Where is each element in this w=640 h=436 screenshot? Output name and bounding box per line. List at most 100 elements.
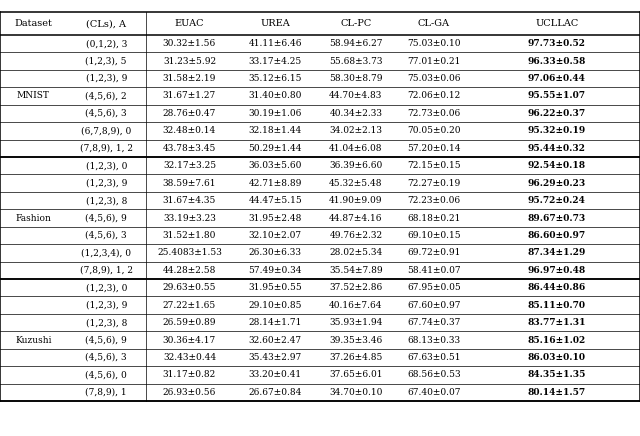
Text: 44.70±4.83: 44.70±4.83 bbox=[329, 92, 383, 100]
Text: (7,8,9), 1, 2: (7,8,9), 1, 2 bbox=[80, 266, 132, 275]
Text: 96.33±0.58: 96.33±0.58 bbox=[527, 57, 586, 65]
Text: Dataset: Dataset bbox=[14, 19, 52, 28]
Text: 39.35±3.46: 39.35±3.46 bbox=[329, 336, 383, 344]
Text: 70.05±0.20: 70.05±0.20 bbox=[407, 126, 461, 135]
Text: 96.97±0.48: 96.97±0.48 bbox=[527, 266, 586, 275]
Text: 49.76±2.32: 49.76±2.32 bbox=[329, 231, 383, 240]
Text: 72.06±0.12: 72.06±0.12 bbox=[407, 92, 461, 100]
Text: (CLs), A: (CLs), A bbox=[86, 19, 126, 28]
Text: 58.41±0.07: 58.41±0.07 bbox=[407, 266, 461, 275]
Text: 28.02±5.34: 28.02±5.34 bbox=[329, 249, 383, 257]
Text: 31.52±1.80: 31.52±1.80 bbox=[163, 231, 216, 240]
Text: 34.02±2.13: 34.02±2.13 bbox=[330, 126, 382, 135]
Text: 38.59±7.61: 38.59±7.61 bbox=[163, 179, 216, 187]
Text: 26.30±6.33: 26.30±6.33 bbox=[249, 249, 301, 257]
Text: 89.67±0.73: 89.67±0.73 bbox=[527, 214, 586, 222]
Text: UREA: UREA bbox=[260, 19, 290, 28]
Text: 44.28±2.58: 44.28±2.58 bbox=[163, 266, 216, 275]
Text: 41.90±9.09: 41.90±9.09 bbox=[329, 196, 383, 205]
Text: (1,2,3), 9: (1,2,3), 9 bbox=[86, 179, 127, 187]
Text: (4,5,6), 2: (4,5,6), 2 bbox=[85, 92, 127, 100]
Text: 57.20±0.14: 57.20±0.14 bbox=[407, 144, 461, 153]
Text: 80.14±1.57: 80.14±1.57 bbox=[528, 388, 586, 397]
Text: 37.65±6.01: 37.65±6.01 bbox=[329, 371, 383, 379]
Text: (6,7,8,9), 0: (6,7,8,9), 0 bbox=[81, 126, 131, 135]
Text: 31.95±0.55: 31.95±0.55 bbox=[248, 283, 302, 292]
Text: (1,2,3), 0: (1,2,3), 0 bbox=[86, 283, 127, 292]
Text: CL-GA: CL-GA bbox=[418, 19, 450, 28]
Text: (1,2,3), 0: (1,2,3), 0 bbox=[86, 161, 127, 170]
Text: 68.13±0.33: 68.13±0.33 bbox=[407, 336, 461, 344]
Text: 83.77±1.31: 83.77±1.31 bbox=[527, 318, 586, 327]
Text: Fashion: Fashion bbox=[15, 214, 51, 222]
Text: (1,2,3,4), 0: (1,2,3,4), 0 bbox=[81, 249, 131, 257]
Text: 86.44±0.86: 86.44±0.86 bbox=[527, 283, 586, 292]
Text: 67.74±0.37: 67.74±0.37 bbox=[407, 318, 461, 327]
Text: 40.16±7.64: 40.16±7.64 bbox=[329, 301, 383, 310]
Text: (7,8,9), 1: (7,8,9), 1 bbox=[85, 388, 127, 397]
Text: (0,1,2), 3: (0,1,2), 3 bbox=[86, 39, 127, 48]
Text: Kuzushi: Kuzushi bbox=[15, 336, 52, 344]
Text: 67.60±0.97: 67.60±0.97 bbox=[407, 301, 461, 310]
Text: 67.95±0.05: 67.95±0.05 bbox=[407, 283, 461, 292]
Text: 31.58±2.19: 31.58±2.19 bbox=[163, 74, 216, 83]
Text: (4,5,6), 9: (4,5,6), 9 bbox=[85, 336, 127, 344]
Text: 72.27±0.19: 72.27±0.19 bbox=[407, 179, 461, 187]
Text: 31.67±1.27: 31.67±1.27 bbox=[163, 92, 216, 100]
Text: 34.70±0.10: 34.70±0.10 bbox=[329, 388, 383, 397]
Text: 32.18±1.44: 32.18±1.44 bbox=[248, 126, 302, 135]
Text: 85.16±1.02: 85.16±1.02 bbox=[527, 336, 586, 344]
Text: EUAC: EUAC bbox=[175, 19, 204, 28]
Text: 45.32±5.48: 45.32±5.48 bbox=[329, 179, 383, 187]
Text: 31.67±4.35: 31.67±4.35 bbox=[163, 196, 216, 205]
Text: (1,2,3), 8: (1,2,3), 8 bbox=[86, 196, 127, 205]
Text: 25.4083±1.53: 25.4083±1.53 bbox=[157, 249, 222, 257]
Text: 28.76±0.47: 28.76±0.47 bbox=[163, 109, 216, 118]
Text: (4,5,6), 9: (4,5,6), 9 bbox=[85, 214, 127, 222]
Text: (4,5,6), 3: (4,5,6), 3 bbox=[85, 353, 127, 362]
Text: 33.19±3.23: 33.19±3.23 bbox=[163, 214, 216, 222]
Text: 35.93±1.94: 35.93±1.94 bbox=[329, 318, 383, 327]
Text: 75.03±0.06: 75.03±0.06 bbox=[407, 74, 461, 83]
Text: 55.68±3.73: 55.68±3.73 bbox=[329, 57, 383, 65]
Text: 86.03±0.10: 86.03±0.10 bbox=[528, 353, 586, 362]
Text: 67.40±0.07: 67.40±0.07 bbox=[407, 388, 461, 397]
Text: (7,8,9), 1, 2: (7,8,9), 1, 2 bbox=[80, 144, 132, 153]
Text: 28.14±1.71: 28.14±1.71 bbox=[248, 318, 302, 327]
Text: 44.47±5.15: 44.47±5.15 bbox=[248, 196, 302, 205]
Text: 31.17±0.82: 31.17±0.82 bbox=[163, 371, 216, 379]
Text: 77.01±0.21: 77.01±0.21 bbox=[407, 57, 461, 65]
Text: 75.03±0.10: 75.03±0.10 bbox=[407, 39, 461, 48]
Text: 37.52±2.86: 37.52±2.86 bbox=[329, 283, 383, 292]
Text: 95.32±0.19: 95.32±0.19 bbox=[527, 126, 586, 135]
Text: 69.10±0.15: 69.10±0.15 bbox=[407, 231, 461, 240]
Text: 92.54±0.18: 92.54±0.18 bbox=[528, 161, 586, 170]
Text: (1,2,3), 9: (1,2,3), 9 bbox=[86, 301, 127, 310]
Text: 43.78±3.45: 43.78±3.45 bbox=[163, 144, 216, 153]
Text: 87.34±1.29: 87.34±1.29 bbox=[527, 249, 586, 257]
Text: 42.71±8.89: 42.71±8.89 bbox=[248, 179, 302, 187]
Text: 36.03±5.60: 36.03±5.60 bbox=[248, 161, 302, 170]
Text: 72.23±0.06: 72.23±0.06 bbox=[407, 196, 461, 205]
Text: 97.06±0.44: 97.06±0.44 bbox=[528, 74, 586, 83]
Text: 35.43±2.97: 35.43±2.97 bbox=[248, 353, 302, 362]
Text: 26.67±0.84: 26.67±0.84 bbox=[248, 388, 302, 397]
Text: 32.10±2.07: 32.10±2.07 bbox=[248, 231, 302, 240]
Text: 95.72±0.24: 95.72±0.24 bbox=[528, 196, 586, 205]
Text: 35.54±7.89: 35.54±7.89 bbox=[329, 266, 383, 275]
Text: 95.55±1.07: 95.55±1.07 bbox=[528, 92, 586, 100]
Text: 97.73±0.52: 97.73±0.52 bbox=[528, 39, 586, 48]
Text: 32.48±0.14: 32.48±0.14 bbox=[163, 126, 216, 135]
Text: 95.44±0.32: 95.44±0.32 bbox=[528, 144, 586, 153]
Text: 68.18±0.21: 68.18±0.21 bbox=[407, 214, 461, 222]
Text: 35.12±6.15: 35.12±6.15 bbox=[248, 74, 302, 83]
Text: 85.11±0.70: 85.11±0.70 bbox=[528, 301, 586, 310]
Text: 30.32±1.56: 30.32±1.56 bbox=[163, 39, 216, 48]
Text: 50.29±1.44: 50.29±1.44 bbox=[248, 144, 302, 153]
Text: 44.87±4.16: 44.87±4.16 bbox=[329, 214, 383, 222]
Text: 31.95±2.48: 31.95±2.48 bbox=[248, 214, 302, 222]
Text: 29.63±0.55: 29.63±0.55 bbox=[163, 283, 216, 292]
Text: 33.20±0.41: 33.20±0.41 bbox=[248, 371, 302, 379]
Text: (4,5,6), 3: (4,5,6), 3 bbox=[85, 231, 127, 240]
Text: 29.10±0.85: 29.10±0.85 bbox=[248, 301, 302, 310]
